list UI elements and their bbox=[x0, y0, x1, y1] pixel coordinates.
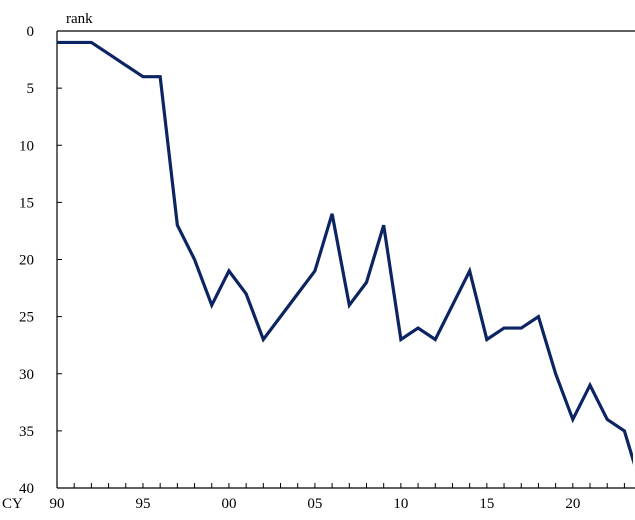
y-tick-label: 40 bbox=[19, 481, 34, 497]
y-tick-label: 5 bbox=[27, 81, 35, 97]
y-tick-label: 20 bbox=[19, 253, 34, 269]
series-layer bbox=[57, 42, 635, 465]
x-tick-label: 10 bbox=[393, 496, 408, 512]
x-tick-label: 05 bbox=[307, 496, 322, 512]
y-tick-label: 15 bbox=[19, 195, 34, 211]
x-tick-label: 15 bbox=[479, 496, 494, 512]
series-line bbox=[57, 42, 635, 465]
x-tick-label: 20 bbox=[565, 496, 580, 512]
x-tick-label: 90 bbox=[50, 496, 65, 512]
x-tick-label: 00 bbox=[221, 496, 236, 512]
axes bbox=[57, 31, 635, 488]
y-tick-label: 30 bbox=[19, 367, 34, 383]
y-tick-label: 35 bbox=[19, 424, 34, 440]
x-axis-prefix-label: CY bbox=[2, 496, 23, 512]
y-tick-label: 25 bbox=[19, 310, 34, 326]
y-tick-label: 10 bbox=[19, 138, 34, 154]
y-axis-label: rank bbox=[66, 11, 93, 27]
x-tick-label: 95 bbox=[135, 496, 150, 512]
y-tick-label: 0 bbox=[27, 24, 35, 40]
